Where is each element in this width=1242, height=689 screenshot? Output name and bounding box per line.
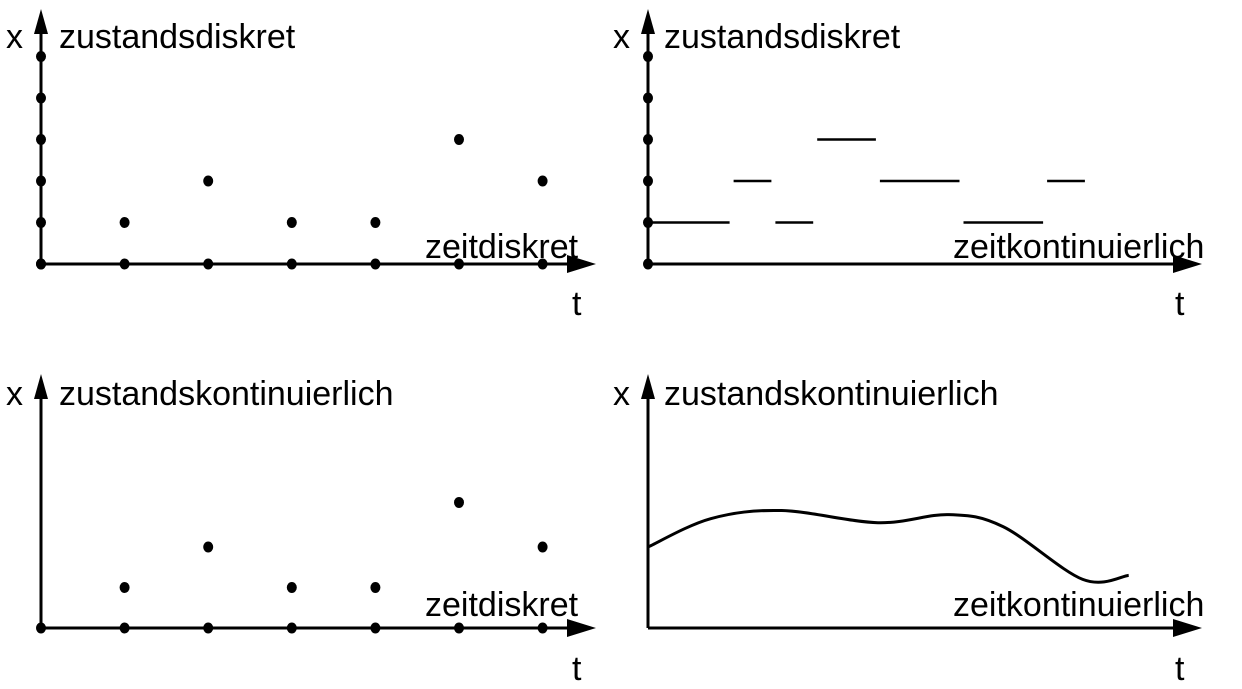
sample-point (370, 582, 381, 593)
y-axis-level-dot (36, 217, 46, 228)
x-axis-sample-dot (119, 622, 130, 634)
y-axis-arrowhead (641, 9, 655, 34)
sample-point (537, 175, 548, 187)
y-axis-level-dot (643, 51, 653, 62)
sample-point (454, 134, 464, 145)
x-axis-sample-dot (454, 258, 464, 270)
state-segments (648, 138, 1085, 224)
y-axis-level-dot (36, 51, 46, 62)
x-axis-sample-dot (286, 622, 297, 634)
y-axis-level-dot (643, 217, 653, 228)
x-axis-sample-dot (36, 622, 46, 634)
state-label: zustandskontinuierlich (664, 375, 999, 413)
sample-point (537, 541, 548, 553)
panel-bottom-right: x zustandskontinuierlich zeitkontinuierl… (613, 374, 1204, 688)
time-label: zeitkontinuierlich (953, 586, 1204, 624)
time-label: zeitdiskret (425, 228, 579, 266)
x-axis-sample-dot (203, 258, 214, 270)
state-label: zustandsdiskret (59, 18, 296, 56)
y-axis-label: x (613, 375, 630, 413)
sample-point (119, 217, 130, 228)
x-axis-arrowhead (567, 255, 596, 273)
x-axis-arrowhead (567, 619, 596, 637)
y-axis-levels (643, 51, 653, 270)
x-axis-label: t (1175, 285, 1185, 323)
y-axis-level-dot (643, 92, 653, 104)
sample-point (286, 217, 297, 228)
y-axis-level-dot (643, 175, 653, 187)
y-axis-label: x (6, 375, 23, 413)
x-axis-sample-dot (286, 258, 297, 270)
y-axis-level-dot (36, 175, 46, 187)
x-axis-arrowhead (1173, 619, 1202, 637)
sample-point (286, 582, 297, 593)
data-points (36, 496, 548, 634)
x-axis-label: t (1175, 650, 1185, 684)
x-axis-label: t (572, 285, 582, 323)
panel-top-right: x zustandsdiskret zeitkontinuierlich t (613, 9, 1204, 323)
y-axis-arrowhead (34, 374, 48, 399)
sample-point (454, 496, 464, 508)
y-axis-arrowhead (641, 374, 655, 399)
x-axis-sample-dot (537, 258, 548, 270)
y-axis-level-dot (643, 258, 653, 270)
y-axis-label: x (613, 18, 630, 56)
x-axis-sample-dot (537, 622, 548, 634)
y-axis-level-dot (36, 92, 46, 104)
x-axis-arrowhead (1173, 255, 1202, 273)
sample-point (203, 541, 214, 553)
y-axis-label: x (6, 18, 23, 56)
x-axis-sample-dot (203, 622, 214, 634)
y-axis-level-dot (36, 134, 46, 145)
x-axis-sample-dot (370, 622, 381, 634)
time-label: zeitkontinuierlich (953, 228, 1204, 266)
data-points (36, 51, 548, 270)
sample-point (203, 175, 214, 187)
signal-curve (647, 508, 1129, 584)
x-axis-sample-dot (36, 258, 46, 270)
sample-point (119, 582, 130, 593)
state-label: zustandsdiskret (664, 18, 901, 56)
panel-bottom-left: x zustandskontinuierlich zeitdiskret t (6, 374, 596, 688)
state-label: zustandskontinuierlich (59, 375, 394, 413)
x-axis-sample-dot (119, 258, 130, 270)
time-label: zeitdiskret (425, 586, 579, 624)
x-axis-sample-dot (370, 258, 381, 270)
panel-top-left: x zustandsdiskret zeitdiskret t (6, 9, 596, 323)
y-axis-level-dot (643, 134, 653, 145)
y-axis-arrowhead (34, 9, 48, 34)
sample-point (370, 217, 381, 228)
x-axis-label: t (572, 650, 582, 684)
x-axis-sample-dot (454, 622, 464, 634)
